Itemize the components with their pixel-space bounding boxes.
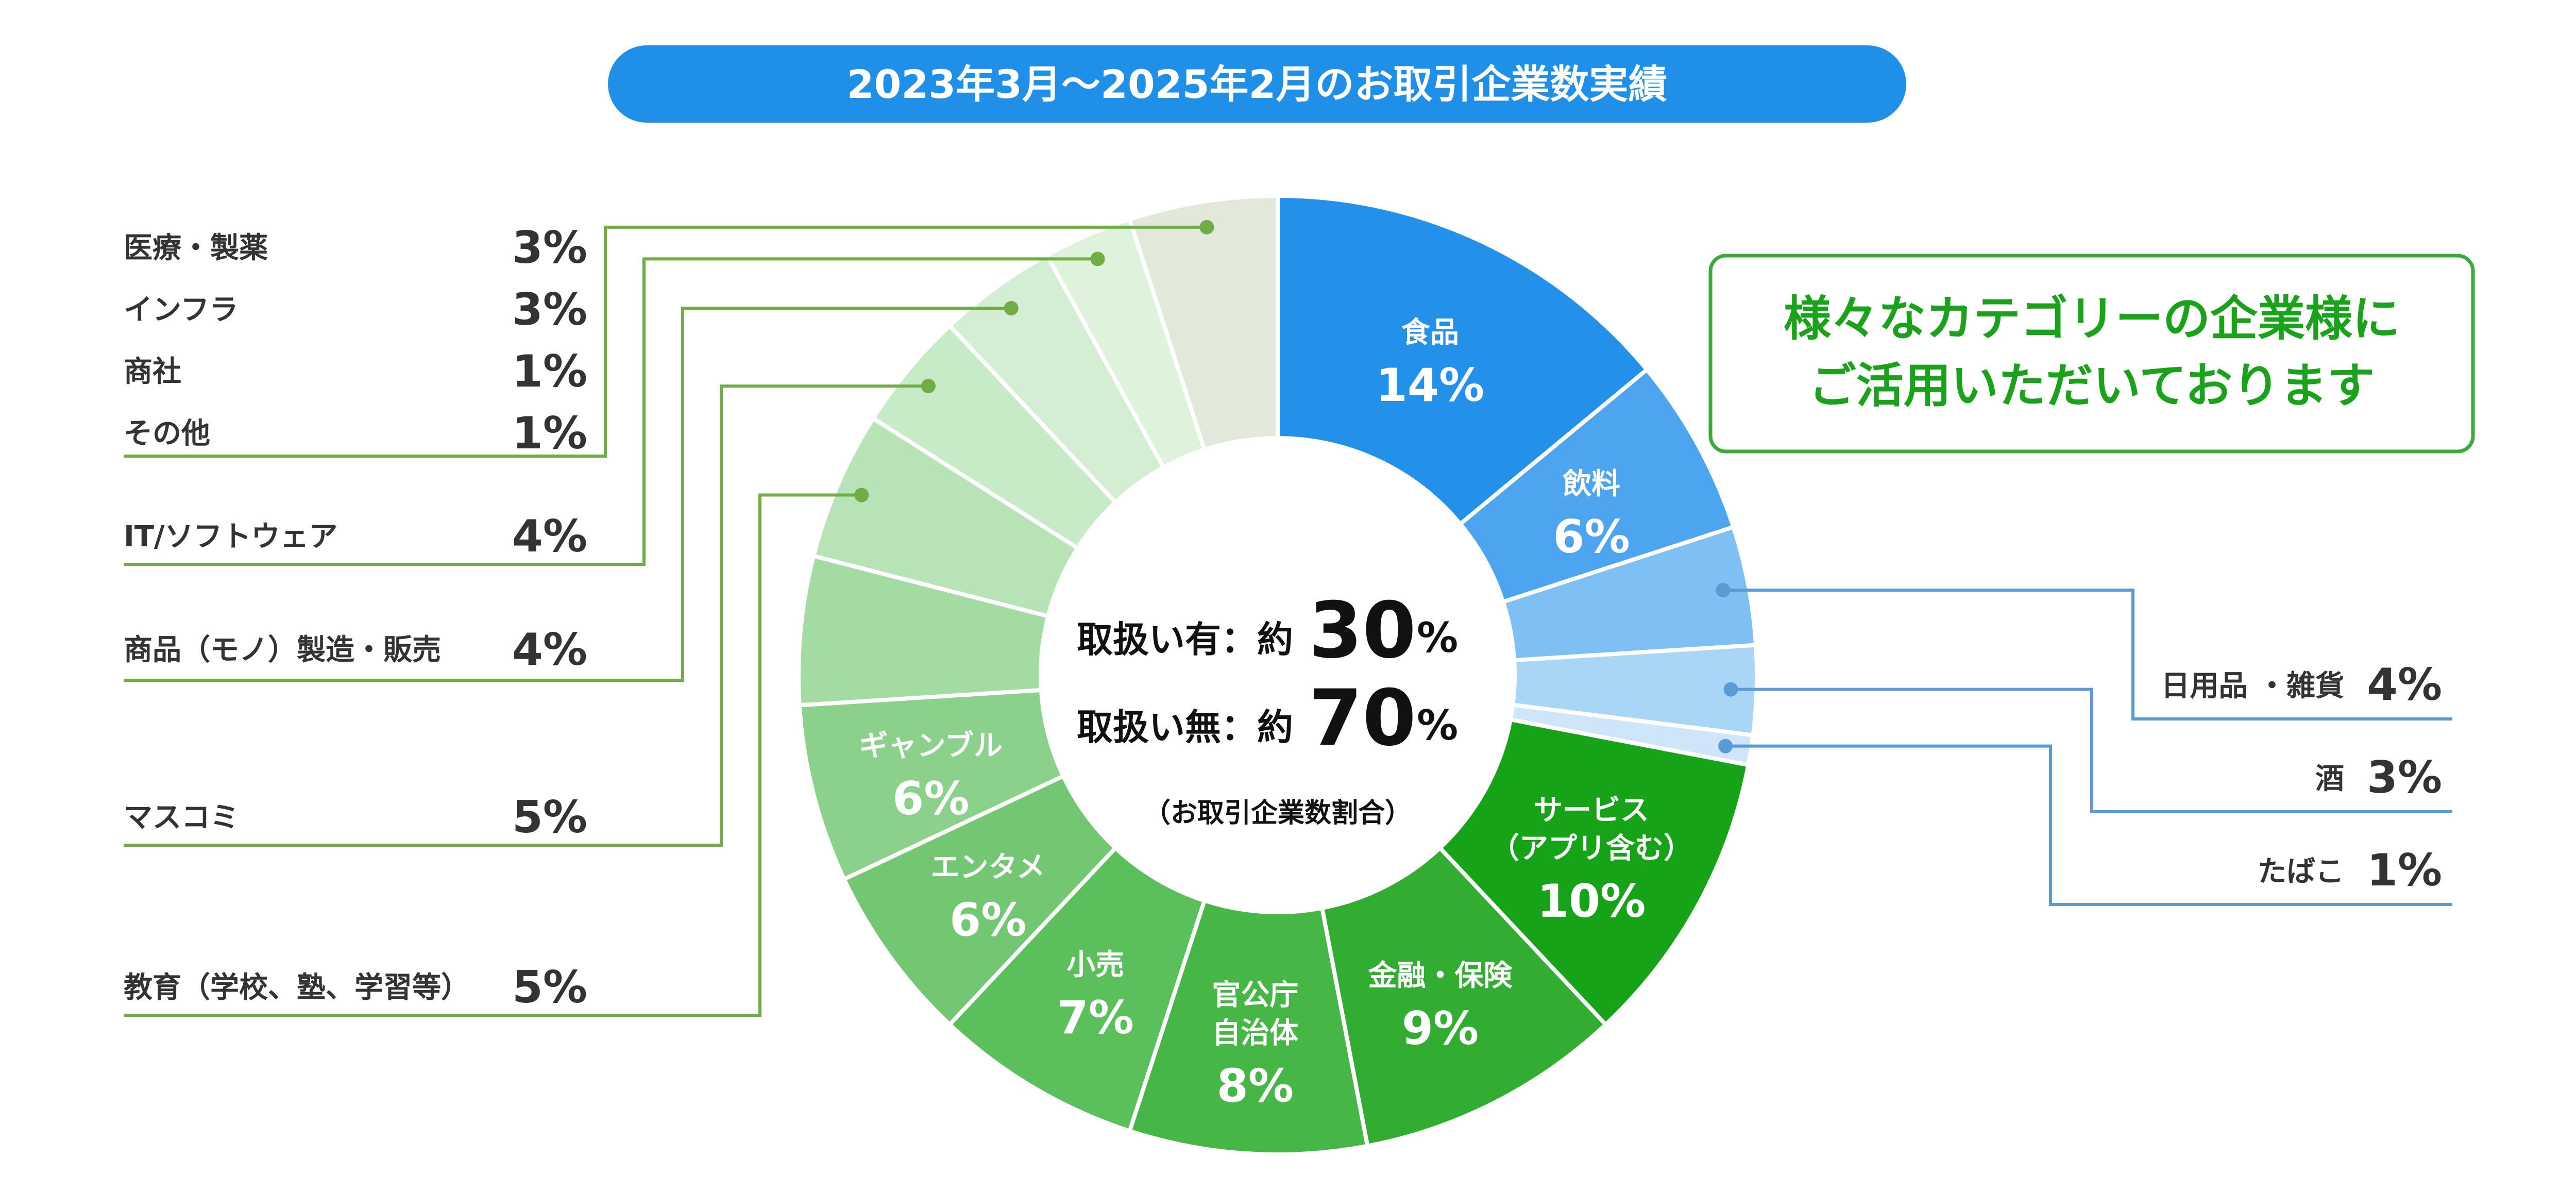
legend-label: 医療・製薬	[124, 231, 268, 265]
legend-value: 5%	[512, 792, 587, 843]
slice-label: 小売	[1066, 948, 1124, 982]
legend-label: インフラ	[124, 293, 238, 327]
legend-value: 3%	[512, 222, 587, 274]
donut-slices	[796, 193, 1759, 1157]
legend-value: 3%	[512, 284, 587, 336]
slice-value: 10%	[1537, 875, 1646, 928]
leader-line	[1723, 589, 2452, 720]
donut-slice	[1127, 193, 1280, 452]
leader-line	[124, 307, 1011, 682]
center-row2-value: 70	[1309, 674, 1416, 763]
legend-label: 商社	[124, 355, 181, 389]
slice-label: 食品	[1401, 316, 1459, 349]
legend-value: 4%	[512, 511, 587, 562]
leader-line	[1725, 744, 2452, 906]
center-note: （お取引企業数割合）	[1144, 798, 1412, 829]
legend-value: 4%	[2367, 659, 2442, 711]
slice-label: 官公庁	[1212, 979, 1298, 1012]
donut-slice	[946, 845, 1207, 1134]
slice-value: 6%	[892, 772, 969, 825]
donut-slice	[1319, 845, 1609, 1149]
slice-label: 金融・保険	[1368, 959, 1513, 993]
legend-value: 4%	[512, 624, 587, 676]
callout-line-2: ご活用いただいております	[1809, 358, 2375, 413]
center-row2-unit: %	[1417, 701, 1458, 749]
leader-lines	[124, 220, 2452, 1017]
legend-value: 1%	[2367, 845, 2442, 896]
legend-label: その他	[124, 417, 210, 450]
leader-dot	[1004, 301, 1019, 316]
callout-line-1: 様々なカテゴリーの企業様に	[1784, 291, 2400, 346]
slice-label: 飲料	[1563, 467, 1620, 501]
chart-title: 2023年3月～2025年2月のお取引企業数実績	[847, 61, 1668, 107]
leader-dot	[1716, 583, 1731, 598]
slice-value: 14%	[1376, 359, 1485, 412]
legend-value: 5%	[512, 962, 587, 1013]
leader-dot	[1718, 739, 1733, 753]
left-legend: 医療・製薬 3% インフラ 3% 商社 1% その他 1% IT/ソフトウェア 4% 商品（モノ）製…	[124, 222, 587, 1013]
donut-center: 取扱い有：約 30 % 取扱い無：約 70 % （お取引企業数割合）	[1077, 586, 1458, 829]
leader-dot	[1090, 252, 1105, 266]
leader-dot	[921, 379, 936, 394]
center-row2-label: 取扱い無：約	[1077, 706, 1293, 748]
leader-line	[124, 257, 1098, 566]
center-row1-value: 30	[1309, 586, 1416, 676]
slice-value: 8%	[1217, 1060, 1294, 1113]
slice-value: 9%	[1402, 1002, 1479, 1055]
leader-line	[1731, 688, 2452, 813]
leader-line	[124, 384, 928, 847]
title-banner	[608, 45, 1906, 123]
legend-value: 1%	[512, 346, 587, 397]
legend-label: 酒	[2315, 762, 2344, 796]
center-row1-unit: %	[1417, 614, 1458, 662]
leader-dot	[1723, 682, 1738, 697]
leader-line	[124, 493, 862, 1017]
slice-label: エンタメ	[931, 851, 1045, 884]
donut-slice	[1276, 193, 1650, 527]
leader-line	[124, 225, 1207, 458]
donut-slice	[1127, 898, 1370, 1157]
slice-value: 7%	[1057, 991, 1134, 1044]
slice-label: 自治体	[1212, 1017, 1298, 1050]
slice-value: 6%	[1553, 510, 1630, 563]
legend-label: たばこ	[2258, 855, 2344, 889]
legend-label: マスコミ	[124, 801, 239, 834]
slice-label: （アプリ含む）	[1490, 832, 1692, 865]
center-row1-label: 取扱い有：約	[1077, 618, 1293, 661]
legend-label: 教育（学校、塾、学習等）	[124, 971, 470, 1004]
slice-label: ギャンブル	[859, 729, 1003, 763]
legend-value: 3%	[2367, 752, 2442, 803]
legend-label: 商品（モノ）製造・販売	[124, 633, 441, 667]
slice-value: 6%	[950, 894, 1026, 947]
legend-value: 1%	[512, 408, 587, 459]
right-legend: 日用品 ・雑貨 4% 酒 3% たばこ 1%	[2161, 659, 2443, 896]
callout-box	[1708, 254, 2475, 454]
donut-slice	[1437, 717, 1751, 1028]
legend-label: IT/ソフトウェア	[124, 520, 338, 554]
leader-dot	[1199, 220, 1214, 234]
slice-label: サービス	[1534, 794, 1649, 827]
leader-dot	[854, 488, 869, 502]
legend-label: 日用品 ・雑貨	[2161, 669, 2345, 703]
